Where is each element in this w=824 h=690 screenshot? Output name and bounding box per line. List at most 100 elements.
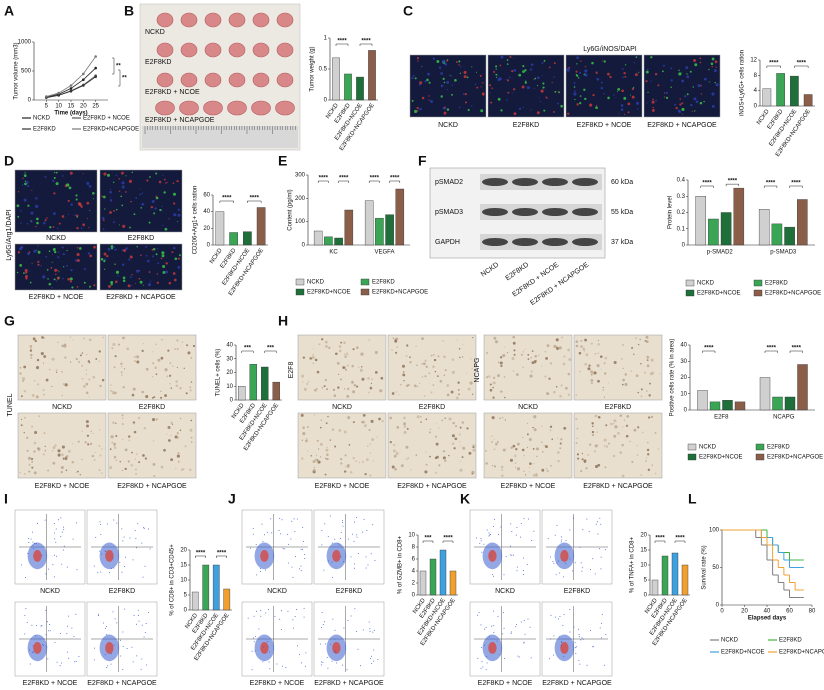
texture-dot <box>409 361 412 364</box>
event-dot <box>35 543 37 545</box>
event-dot <box>563 613 565 615</box>
texture-dot <box>462 343 464 345</box>
texture-dot <box>430 354 433 357</box>
texture-dot <box>530 63 534 66</box>
significance-bracket <box>216 555 227 558</box>
image-caption: NCKD <box>40 588 60 595</box>
texture-dot <box>421 337 424 341</box>
texture-dot <box>156 281 159 284</box>
event-dot <box>486 529 488 531</box>
significance-label: **** <box>319 176 329 182</box>
texture-dot <box>612 454 616 458</box>
texture-dot <box>481 92 485 96</box>
image-tile <box>107 334 197 401</box>
point <box>57 91 60 95</box>
event-dot <box>255 544 257 546</box>
texture-dot <box>621 443 624 447</box>
event-dot <box>105 553 107 555</box>
significance-label: **** <box>767 346 777 352</box>
texture-dot <box>90 430 93 433</box>
event-dot <box>558 618 560 620</box>
point <box>69 87 73 90</box>
event-dot <box>343 561 345 563</box>
event-dot <box>561 640 563 642</box>
significance-label: **** <box>370 176 380 182</box>
event-dot <box>339 544 341 546</box>
image-caption: E2F8KD + NCAPGOE <box>314 680 384 687</box>
event-dot <box>262 661 264 663</box>
texture-dot <box>424 80 427 83</box>
event-dot <box>362 629 364 631</box>
texture-dot <box>624 75 627 78</box>
event-dot <box>256 574 258 576</box>
y-axis-label: Protein level <box>668 196 674 229</box>
texture-dot <box>113 249 116 251</box>
bar <box>733 187 745 246</box>
significance-label: **** <box>655 536 665 542</box>
texture-dot <box>418 83 421 86</box>
image-caption: E2F8KD <box>128 235 154 242</box>
texture-dot <box>170 434 172 436</box>
event-dot <box>329 515 331 517</box>
texture-dot <box>579 95 582 97</box>
event-dot <box>54 642 56 644</box>
cell-cluster <box>560 641 569 654</box>
y-axis-label: CD206+Arg1+ cells ration <box>193 186 199 255</box>
texture-dot <box>541 61 544 64</box>
texture-dot <box>511 356 515 360</box>
texture-dot <box>69 171 73 175</box>
event-dot <box>492 625 494 627</box>
texture-dot <box>651 108 655 112</box>
texture-dot <box>177 460 180 463</box>
significance-bracket <box>247 200 262 203</box>
texture-dot <box>324 379 327 382</box>
texture-dot <box>24 172 26 174</box>
event-dot <box>149 548 151 550</box>
texture-dot <box>514 454 517 458</box>
texture-dot <box>19 366 22 369</box>
texture-dot <box>372 460 375 462</box>
texture-dot <box>302 356 306 359</box>
texture-dot <box>576 427 579 430</box>
significance-bracket <box>789 350 803 353</box>
texture-dot <box>403 416 406 420</box>
texture-dot <box>179 387 182 390</box>
texture-dot <box>576 63 578 65</box>
event-dot <box>270 518 272 520</box>
texture-dot <box>593 371 597 375</box>
texture-dot <box>591 61 594 65</box>
texture-dot <box>471 393 474 395</box>
texture-dot <box>347 416 351 420</box>
texture-dot <box>467 108 470 112</box>
texture-dot <box>645 340 649 344</box>
texture-dot <box>25 277 28 280</box>
y-tick-label: 10 <box>680 391 687 397</box>
texture-dot <box>600 368 602 370</box>
event-dot <box>296 518 298 520</box>
texture-dot <box>575 70 578 73</box>
texture-dot <box>160 465 164 469</box>
stain-label: Ly6G/Arg1/DAPI <box>6 209 13 261</box>
event-dot <box>298 654 300 656</box>
texture-dot <box>43 355 47 358</box>
texture-dot <box>81 352 84 354</box>
texture-dot <box>122 279 126 283</box>
texture-dot <box>426 78 429 82</box>
texture-dot <box>79 354 82 357</box>
event-dot <box>369 628 371 630</box>
event-dot <box>520 621 522 623</box>
texture-dot <box>53 177 56 180</box>
bar <box>759 377 771 411</box>
significance-bracket <box>764 350 778 353</box>
texture-dot <box>581 458 584 461</box>
x-tick-label: 25 <box>92 104 99 110</box>
texture-dot <box>692 86 694 88</box>
texture-dot <box>79 473 81 476</box>
texture-dot <box>491 435 493 437</box>
texture-dot <box>714 60 718 64</box>
event-dot <box>131 646 133 648</box>
texture-dot <box>613 419 617 423</box>
event-dot <box>60 536 62 538</box>
texture-dot <box>183 367 185 370</box>
